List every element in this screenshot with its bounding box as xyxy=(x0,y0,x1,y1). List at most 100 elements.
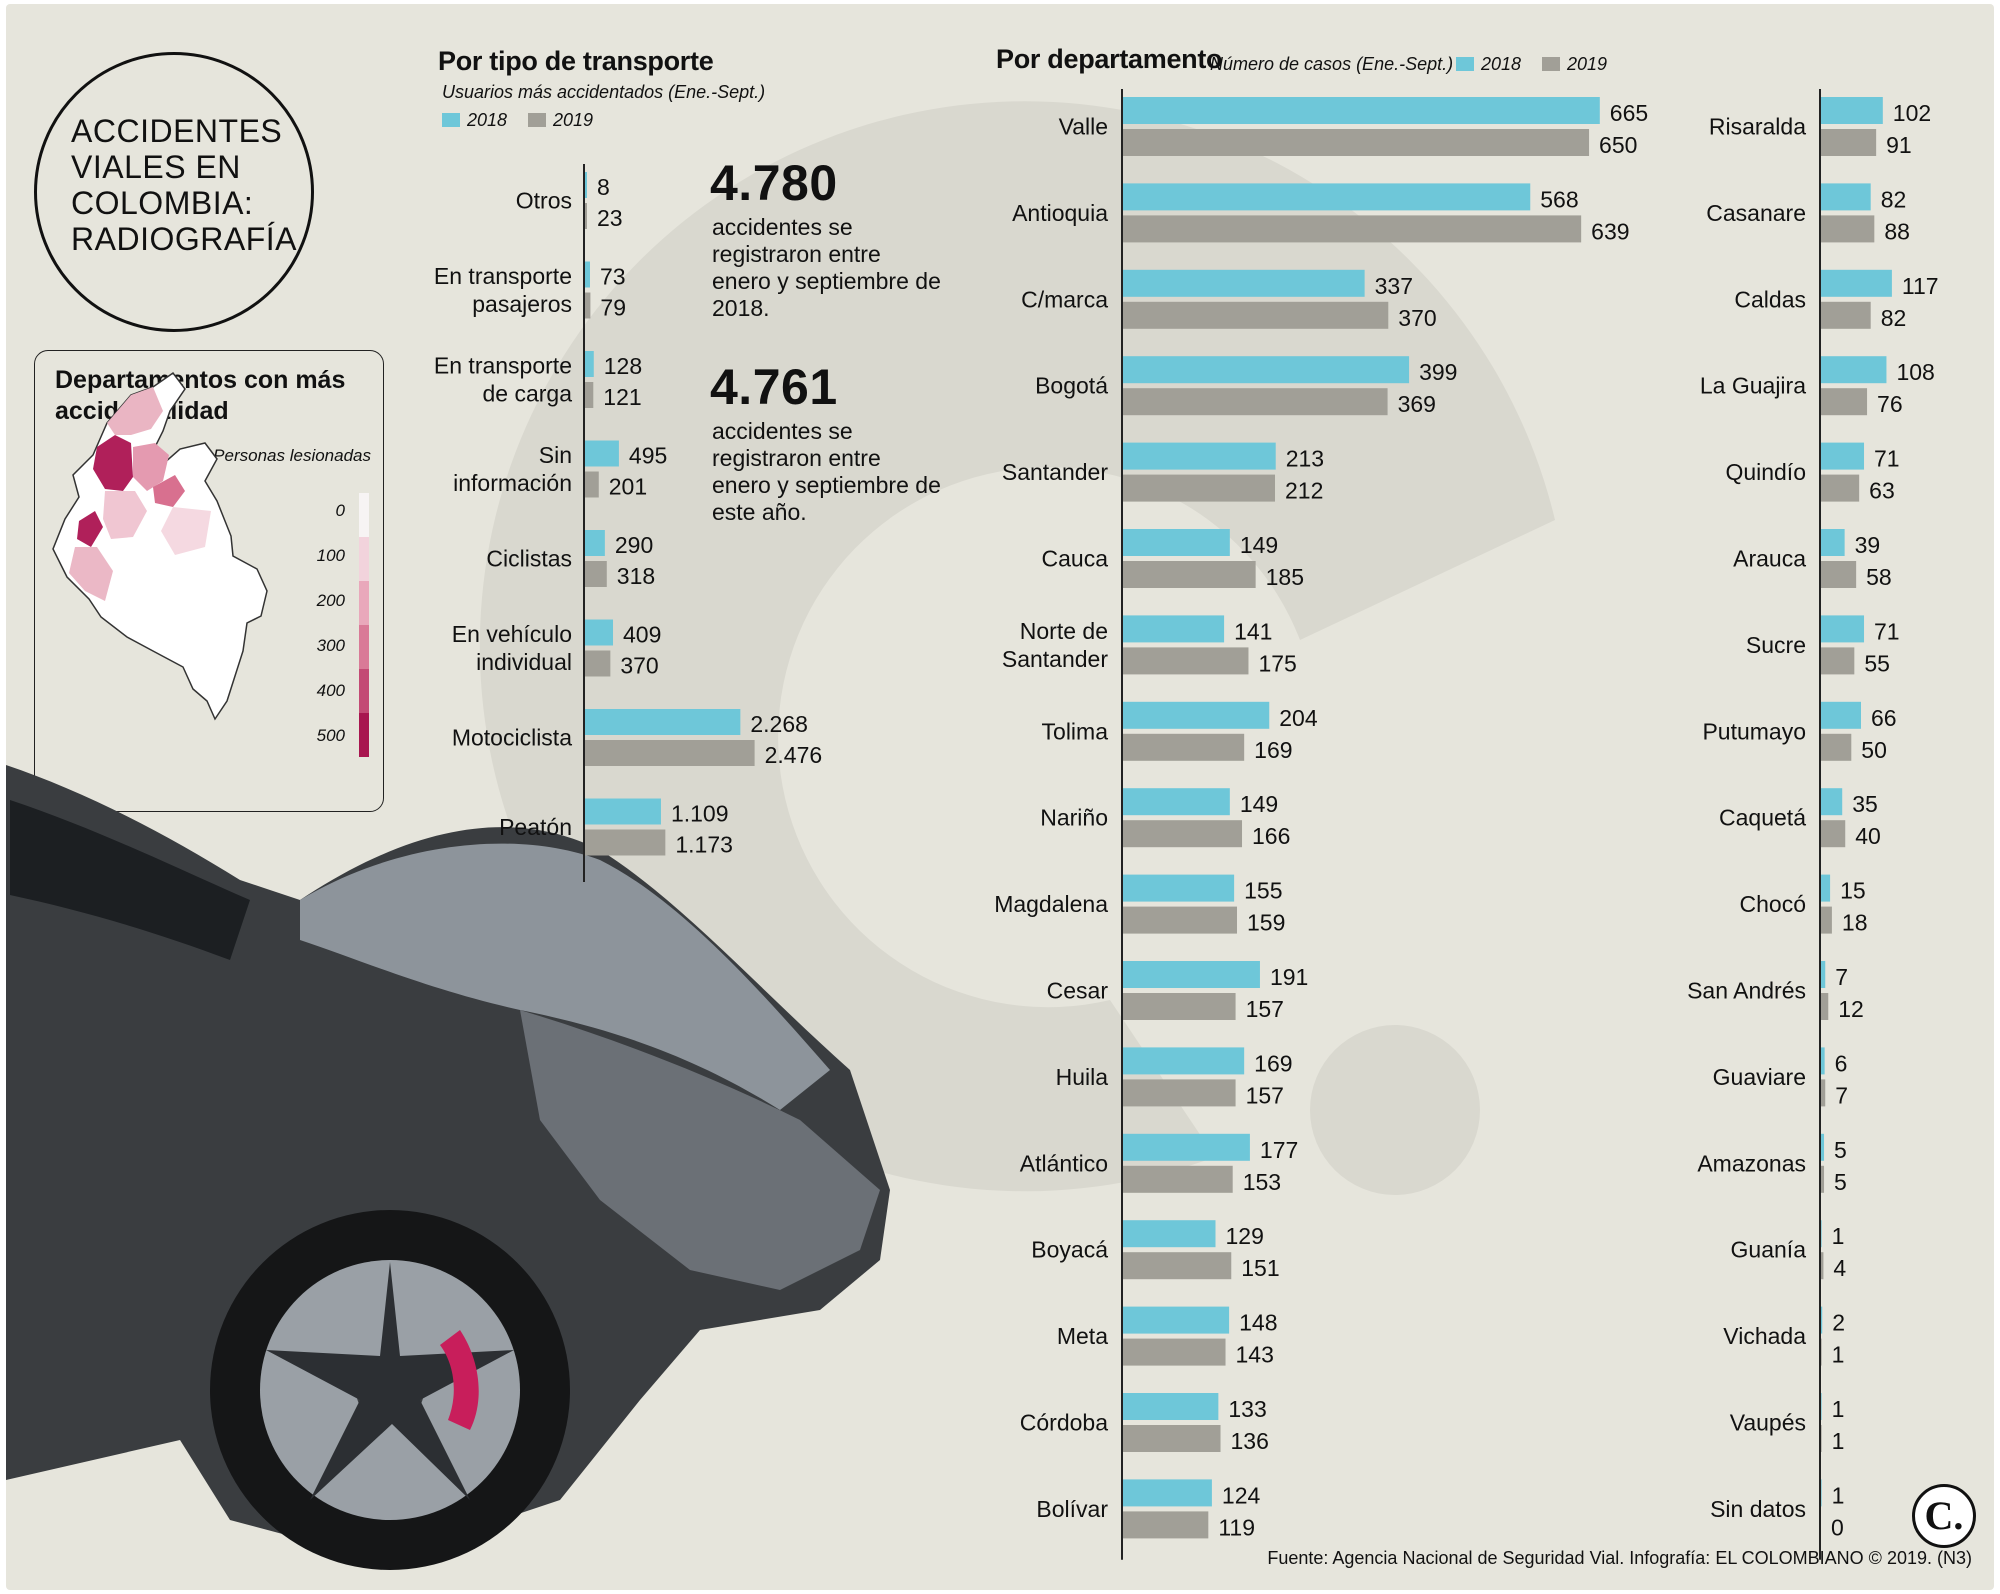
category-label-quindio: Quindío xyxy=(1725,459,1806,485)
value-label-2018-arauca: 39 xyxy=(1855,532,1881,558)
bar-2019-atlantico xyxy=(1123,1165,1233,1193)
value-label-2018-vaupes: 1 xyxy=(1832,1396,1845,1422)
value-label-2019-peaton: 1.173 xyxy=(675,832,733,858)
category-label-en-transporte-pasajeros: En transporte xyxy=(434,263,572,289)
bar-2019-bolivar xyxy=(1123,1511,1209,1539)
category-label-otros: Otros xyxy=(516,188,572,214)
category-label-caldas: Caldas xyxy=(1734,286,1806,312)
transport-legend-2018: 2018 xyxy=(442,110,507,131)
value-label-2019-santander: 212 xyxy=(1285,478,1323,504)
bar-2018-atlantico xyxy=(1123,1133,1250,1161)
bar-2018-choco xyxy=(1821,874,1831,902)
bar-2019-putumayo xyxy=(1821,733,1852,761)
watermark-dot xyxy=(1310,1025,1480,1195)
bar-2019-caldas xyxy=(1821,301,1871,329)
value-label-2018-caldas: 117 xyxy=(1902,273,1939,299)
value-label-2018-en-transporte-pasajeros: 73 xyxy=(600,264,626,290)
legend-label-2018: 2018 xyxy=(467,110,508,130)
value-label-2018-antioquia: 568 xyxy=(1540,186,1578,212)
category-label-guaviare: Guaviare xyxy=(1713,1064,1806,1090)
bar-2019-guania xyxy=(1821,1252,1824,1280)
bar-2019-sin-informacion xyxy=(585,471,599,498)
bar-2018-caldas xyxy=(1821,269,1892,297)
value-label-2019-ciclistas: 318 xyxy=(617,563,655,589)
bar-2019-arauca xyxy=(1821,561,1857,588)
value-label-2018-huila: 169 xyxy=(1254,1050,1292,1076)
bar-2018-san-andres xyxy=(1821,961,1826,988)
value-label-2019-amazonas: 5 xyxy=(1834,1169,1847,1195)
bar-2018-la-guajira xyxy=(1821,356,1887,384)
bar-2019-en-vehiculo-individual xyxy=(585,650,611,677)
category-label-putumayo: Putumayo xyxy=(1702,718,1806,744)
region-llanos xyxy=(161,507,211,555)
category-label-en-vehiculo-individual: En vehículo xyxy=(452,621,572,647)
value-label-2018-c-marca: 337 xyxy=(1375,273,1413,299)
bar-2018-ciclistas xyxy=(585,530,605,556)
scale-step-2 xyxy=(359,581,369,625)
bar-2018-risaralda xyxy=(1821,97,1883,124)
bar-2018-vaupes xyxy=(1821,1393,1822,1420)
value-label-2018-sin-informacion: 495 xyxy=(629,443,667,469)
bar-2018-boyaca xyxy=(1123,1220,1216,1248)
value-label-2018-san-andres: 7 xyxy=(1835,964,1848,990)
value-label-2018-casanare: 82 xyxy=(1881,186,1907,212)
bar-2019-huila xyxy=(1123,1079,1236,1107)
legend-label-2019: 2019 xyxy=(553,110,594,130)
value-label-2019-meta: 143 xyxy=(1236,1342,1274,1368)
region-caribbean xyxy=(107,387,163,435)
bar-2019-narino xyxy=(1123,820,1243,848)
region-center xyxy=(103,491,147,539)
value-label-2019-vichada: 1 xyxy=(1832,1342,1845,1368)
category-label-cordoba: Córdoba xyxy=(1020,1410,1108,1436)
category-label-sin-informacion: Sin xyxy=(539,442,572,468)
title-badge: ACCIDENTES VIALES EN COLOMBIA: RADIOGRAF… xyxy=(34,52,314,332)
bar-2019-cordoba xyxy=(1123,1425,1221,1452)
car-windshield xyxy=(10,800,250,960)
car-hood xyxy=(300,843,830,1110)
legend-label-2019: 2019 xyxy=(1567,54,1608,74)
category-label-meta: Meta xyxy=(1057,1323,1108,1349)
bar-2019-magdalena xyxy=(1123,906,1238,934)
value-label-2018-meta: 148 xyxy=(1239,1310,1277,1336)
category-label-vaupes: Vaupés xyxy=(1730,1410,1806,1436)
value-label-2018-peaton: 1.109 xyxy=(671,801,729,827)
category-label-caqueta: Caquetá xyxy=(1719,805,1806,831)
category-label-valle: Valle xyxy=(1059,114,1108,140)
map-scale-title: Personas lesionadas xyxy=(213,446,371,465)
legend-swatch-2019 xyxy=(1542,57,1560,71)
value-label-2018-putumayo: 66 xyxy=(1871,705,1897,731)
category-label-risaralda: Risaralda xyxy=(1709,114,1806,140)
map-panel: Departamentos con más accidentalidad Per… xyxy=(34,350,384,812)
scale-label-400: 400 xyxy=(316,681,345,700)
value-label-2019-la-guajira: 76 xyxy=(1877,391,1903,417)
value-label-2018-vichada: 2 xyxy=(1832,1310,1845,1336)
bar-2019-otros xyxy=(585,203,587,229)
value-label-2019-boyaca: 151 xyxy=(1241,1255,1279,1281)
el-colombiano-logo: C. xyxy=(1912,1484,1976,1548)
value-label-2018-motociclista: 2.268 xyxy=(750,711,808,737)
category-label-en-transporte-pasajeros: pasajeros xyxy=(472,291,572,317)
legend-swatch-2019 xyxy=(528,113,546,127)
transport-title: Por tipo de transporte xyxy=(438,46,714,76)
bar-2018-caqueta xyxy=(1821,788,1843,816)
bar-2018-putumayo xyxy=(1821,701,1861,729)
value-label-2018-sin-datos: 1 xyxy=(1832,1482,1845,1508)
value-label-2019-bolivar: 119 xyxy=(1218,1514,1255,1540)
scale-step-1 xyxy=(359,537,369,581)
colombia-map xyxy=(52,371,268,721)
bar-2019-choco xyxy=(1821,906,1832,934)
category-label-sucre: Sucre xyxy=(1746,632,1806,658)
value-label-2018-en-transporte-de-carga: 128 xyxy=(604,353,642,379)
bar-2019-vichada xyxy=(1821,1338,1822,1366)
category-label-san-andres: San Andrés xyxy=(1687,978,1806,1004)
category-label-bolivar: Bolívar xyxy=(1036,1496,1108,1522)
value-label-2018-santander: 213 xyxy=(1286,446,1324,472)
scale-step-3 xyxy=(359,625,369,669)
bar-2019-tolima xyxy=(1123,733,1245,761)
transport-legend-2019: 2019 xyxy=(528,110,593,131)
category-label-tolima: Tolima xyxy=(1042,718,1109,744)
value-label-2019-antioquia: 639 xyxy=(1591,218,1629,244)
bar-2019-meta xyxy=(1123,1338,1226,1366)
